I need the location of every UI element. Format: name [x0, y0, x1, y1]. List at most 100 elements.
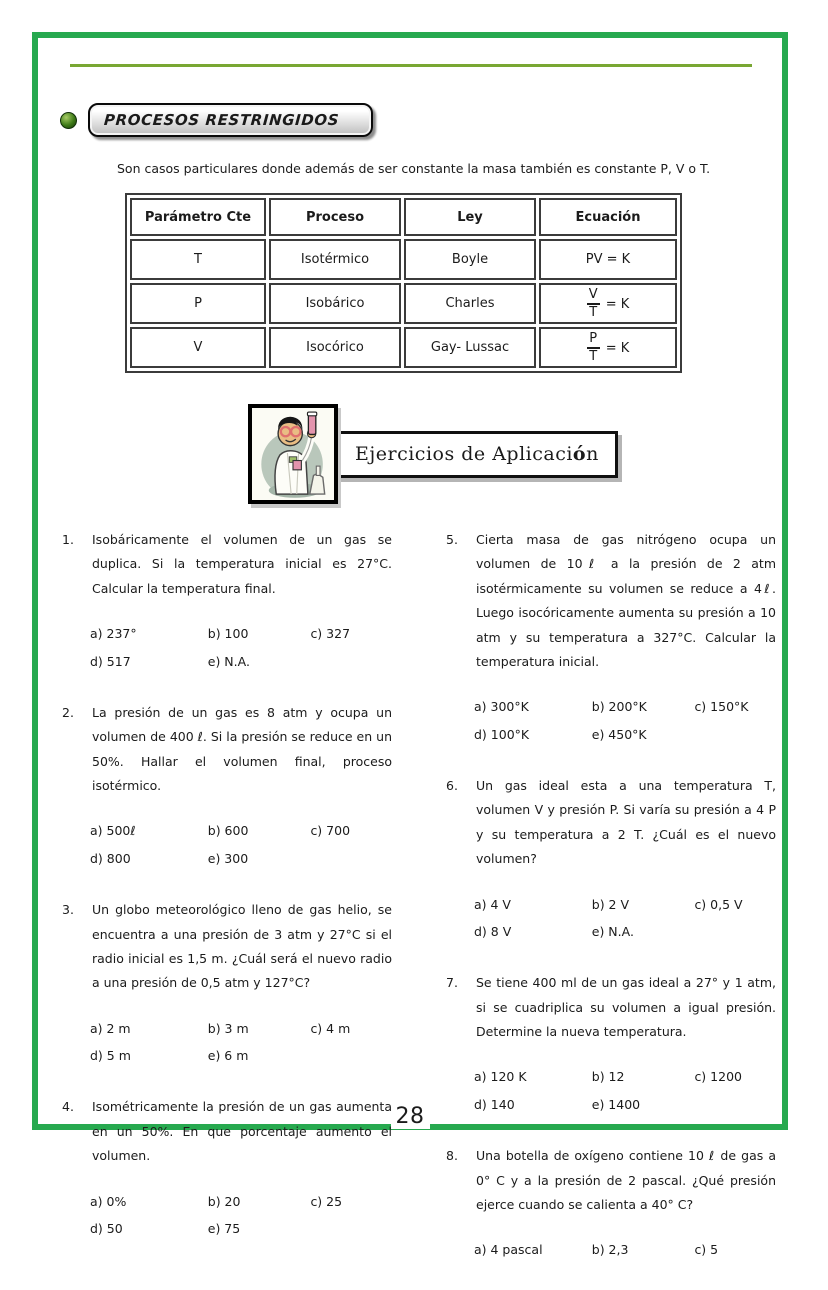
cell-process: Isotérmico [269, 239, 401, 280]
option-d: d) 5 m [90, 1048, 131, 1063]
cell-equation: PV = K [539, 239, 677, 280]
exercise-2: 2. La presión de un gas es 8 atm y ocupa… [62, 701, 392, 871]
exercise-text: Cierta masa de gas nitrógeno ocupa un vo… [476, 532, 776, 669]
scientist-illustration [248, 404, 338, 504]
answer-options: a) 237° b) 100 c) 327 d) 517 e) N.A. [90, 622, 392, 674]
option-c: c) 1200 [694, 1069, 742, 1085]
fraction-numerator: V [588, 287, 598, 303]
exercise-text: Isobáricamente el volumen de un gas se d… [92, 532, 392, 596]
option-e: e) 6 m [207, 1048, 249, 1063]
fraction-numerator: P [589, 331, 598, 347]
fraction-denominator: T [589, 305, 598, 320]
option-a: a) 4 V [474, 896, 511, 912]
exercise-number: 6. [446, 778, 458, 793]
exercise-5: 5. Cierta masa de gas nitrógeno ocupa un… [446, 528, 776, 747]
exercise-number: 5. [446, 532, 458, 547]
question: 3. Un globo meteorológico lleno de gas h… [62, 898, 392, 996]
question: 5. Cierta masa de gas nitrógeno ocupa un… [446, 528, 776, 674]
cell-law: Gay- Lussac [404, 327, 536, 368]
section-title-badge: PROCESOS RESTRINGIDOS [88, 103, 374, 137]
exercise-7: 7. Se tiene 400 ml de un gas ideal a 27°… [446, 971, 776, 1117]
intro-text: Son casos particulares donde además de s… [117, 161, 711, 176]
cell-law: Boyle [404, 239, 536, 280]
table-row-isotermico: T Isotérmico Boyle PV = K [130, 239, 677, 280]
table-header-row: Parámetro Cte Proceso Ley Ecuación [130, 198, 677, 236]
question: 7. Se tiene 400 ml de un gas ideal a 27°… [446, 971, 776, 1044]
option-a: a) 2 m [90, 1020, 131, 1036]
col-header-proceso: Proceso [269, 198, 401, 236]
col-header-ley: Ley [404, 198, 536, 236]
option-d: d) 517 [90, 653, 131, 669]
option-a: a) 0% [90, 1193, 127, 1209]
option-e: e) 450°K [591, 726, 647, 742]
col-header-parametro: Parámetro Cte [130, 198, 266, 236]
exercise-number: 8. [446, 1148, 458, 1164]
exercise-number: 7. [446, 975, 458, 991]
exercise-text: Se tiene 400 ml de un gas ideal a 27° y … [476, 975, 776, 1039]
option-e: e) 1400 [591, 1096, 641, 1112]
exercises-right-column: 5. Cierta masa de gas nitrógeno ocupa un… [446, 528, 776, 1290]
fraction: V T [586, 287, 600, 320]
cell-law: Charles [404, 283, 536, 324]
bullet-icon [60, 111, 77, 129]
exercise-8: 8. Una botella de oxígeno contiene 10 ℓ … [446, 1144, 776, 1263]
section-header: PROCESOS RESTRINGIDOS [60, 103, 782, 137]
cell-equation: P T = K [539, 327, 677, 368]
exercises-left-column: 1. Isobáricamente el volumen de un gas s… [62, 528, 392, 1290]
cell-process: Isobárico [269, 283, 401, 324]
option-b: b) 12 [591, 1069, 625, 1085]
answer-options: a) 2 m b) 3 m c) 4 m d) 5 m e) 6 m [90, 1017, 392, 1069]
exercise-text: La presión de un gas es 8 atm y ocupa un… [92, 704, 392, 793]
option-c: c) 700 [310, 823, 351, 839]
option-a: a) 300°K [474, 699, 529, 715]
option-a: a) 500ℓ [90, 823, 136, 839]
option-e: e) 75 [207, 1220, 241, 1236]
answer-options: a) 4 pascal b) 2,3 c) 5 [474, 1238, 776, 1262]
top-divider-line [70, 64, 752, 67]
option-d: d) 8 V [474, 923, 512, 939]
exercise-3: 3. Un globo meteorológico lleno de gas h… [62, 898, 392, 1068]
answer-options: a) 300°K b) 200°K c) 150°K d) 100°K e) 4… [474, 695, 776, 747]
table-row-isobarico: P Isobárico Charles V T = K [130, 283, 677, 324]
exercises-banner-title: Ejercicios de Aplicación [336, 430, 618, 478]
option-c: c) 0,5 V [694, 896, 743, 912]
option-a: a) 4 pascal [474, 1242, 543, 1258]
cell-equation: V T = K [539, 283, 677, 324]
fraction-equation: P T = K [586, 331, 629, 363]
exercise-number: 1. [62, 532, 74, 547]
option-c: c) 5 [694, 1242, 719, 1258]
option-e: e) N.A. [207, 653, 250, 669]
exercises-banner: Ejercicios de Aplicación [248, 404, 782, 504]
fraction-rhs: = K [605, 296, 630, 312]
option-c: c) 327 [310, 626, 351, 642]
page-content: PROCESOS RESTRINGIDOS Son casos particul… [38, 38, 782, 1257]
option-a: a) 120 K [474, 1069, 527, 1085]
exercise-6: 6. Un gas ideal esta a una temperatura T… [446, 774, 776, 944]
question: 8. Una botella de oxígeno contiene 10 ℓ … [446, 1144, 776, 1217]
answer-options: a) 4 V b) 2 V c) 0,5 V d) 8 V e) N.A. [474, 893, 776, 945]
question: 6. Un gas ideal esta a una temperatura T… [446, 774, 776, 872]
restricted-processes-table: Parámetro Cte Proceso Ley Ecuación T Iso… [125, 193, 682, 373]
exercise-1: 1. Isobáricamente el volumen de un gas s… [62, 528, 392, 674]
option-e: e) N.A. [591, 923, 634, 939]
col-header-ecuacion: Ecuación [539, 198, 677, 236]
table-row-isocorico: V Isocórico Gay- Lussac P T = K [130, 327, 677, 368]
option-c: c) 150°K [694, 699, 749, 715]
exercises-section: 1. Isobáricamente el volumen de un gas s… [62, 528, 776, 1290]
page-footer: 28 [0, 1104, 828, 1129]
cell-process: Isocórico [269, 327, 401, 368]
fraction-bar [586, 303, 600, 305]
option-b: b) 2 V [591, 896, 630, 912]
option-b: b) 3 m [207, 1020, 249, 1036]
exercise-number: 4. [62, 1099, 74, 1115]
scientist-icon [252, 408, 334, 500]
section-title: PROCESOS RESTRINGIDOS [103, 111, 340, 129]
option-d: d) 140 [474, 1096, 515, 1112]
banner-text: Ejercicios de Aplicaci [355, 442, 573, 465]
question: 4. Isométricamente la presión de un gas … [62, 1095, 392, 1168]
exercise-text: Un gas ideal esta a una temperatura T, v… [476, 778, 776, 867]
banner-text-end: n [586, 442, 599, 465]
page-number: 28 [390, 1104, 430, 1129]
option-b: b) 2,3 [591, 1242, 629, 1258]
fraction-equation: V T = K [586, 287, 630, 320]
